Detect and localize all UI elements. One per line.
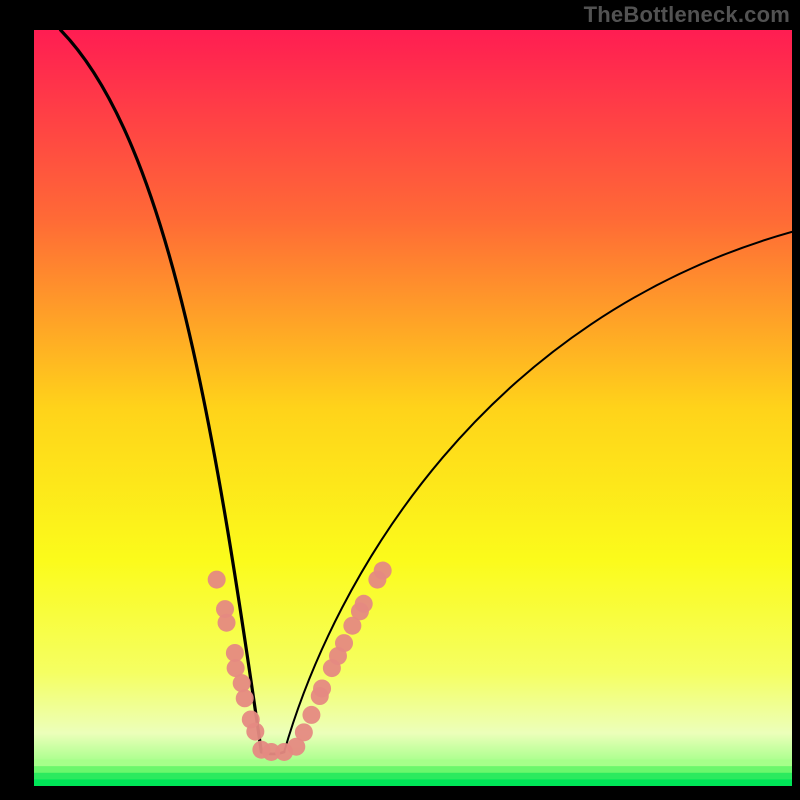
scatter-point (295, 723, 313, 741)
scatter-point (374, 562, 392, 580)
watermark-text: TheBottleneck.com (584, 2, 790, 28)
scatter-point (218, 614, 236, 632)
scatter-point (355, 595, 373, 613)
scatter-point (313, 679, 331, 697)
bottom-band (34, 760, 792, 767)
scatter-point (246, 723, 264, 741)
scatter-point (236, 689, 254, 707)
bottom-band (34, 766, 792, 773)
scatter-point (208, 571, 226, 589)
gradient-bg (34, 30, 792, 786)
scatter-point (335, 634, 353, 652)
chart-svg (34, 30, 792, 786)
scatter-point (302, 706, 320, 724)
scatter-point (233, 674, 251, 692)
bottom-band (34, 779, 792, 786)
plot-area (34, 30, 792, 786)
bottom-band (34, 773, 792, 780)
frame: TheBottleneck.com (0, 0, 800, 800)
